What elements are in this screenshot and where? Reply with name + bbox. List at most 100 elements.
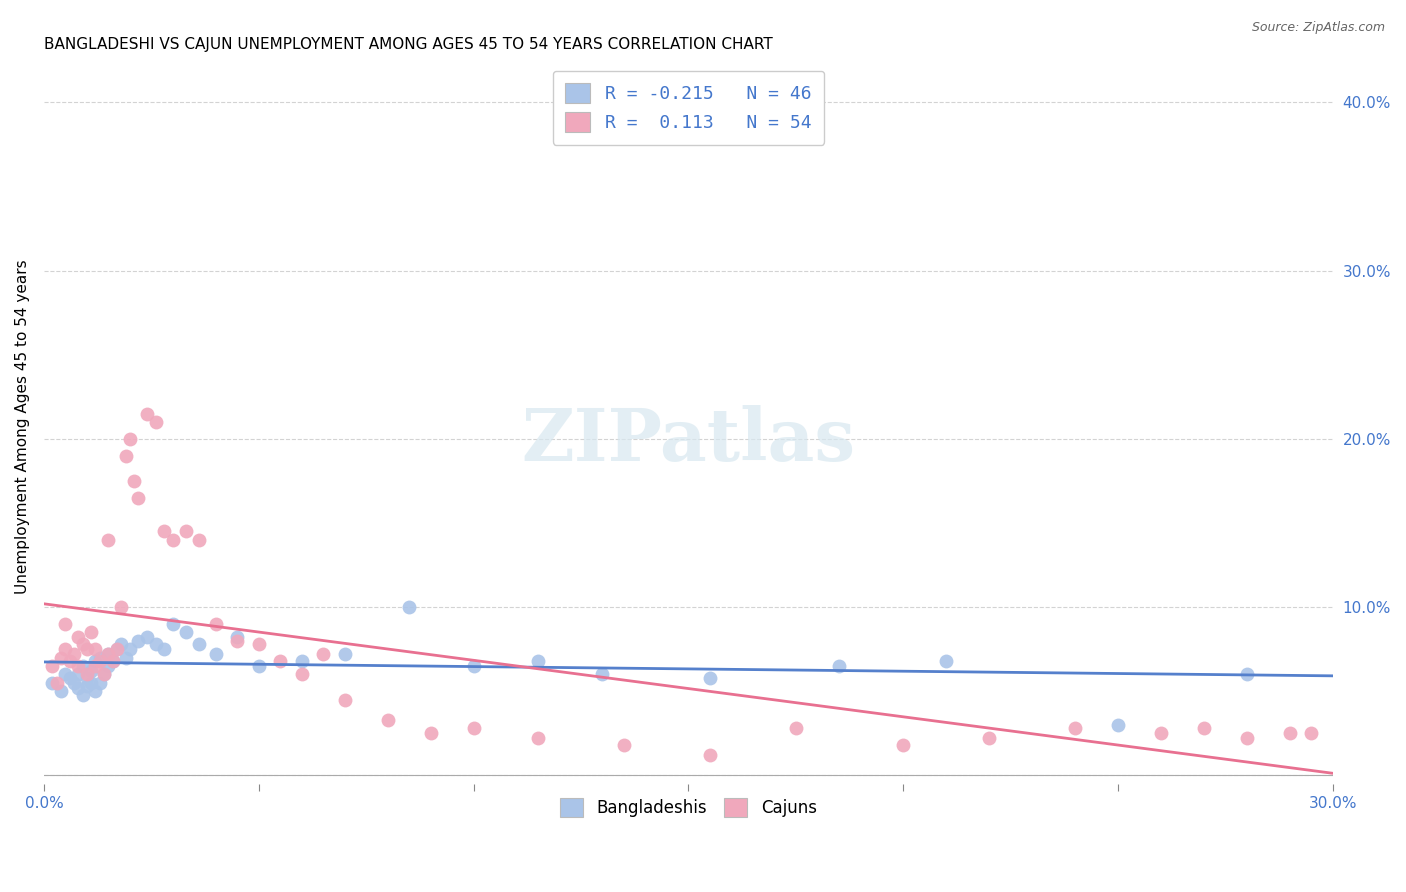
Point: [1150, 726, 1173, 740]
Point: [312, 647, 335, 661]
Point: [136, 631, 159, 645]
Point: [613, 738, 636, 752]
Point: [377, 713, 399, 727]
Point: [977, 731, 1000, 746]
Point: [1278, 726, 1301, 740]
Text: BANGLADESHI VS CAJUN UNEMPLOYMENT AMONG AGES 45 TO 54 YEARS CORRELATION CHART: BANGLADESHI VS CAJUN UNEMPLOYMENT AMONG …: [44, 37, 773, 53]
Point: [1236, 667, 1258, 681]
Point: [110, 600, 132, 615]
Point: [174, 524, 197, 539]
Point: [49, 650, 72, 665]
Point: [1192, 721, 1215, 735]
Point: [67, 681, 90, 695]
Point: [1236, 731, 1258, 746]
Point: [187, 533, 209, 547]
Point: [333, 692, 356, 706]
Point: [204, 616, 226, 631]
Point: [63, 675, 86, 690]
Point: [105, 642, 128, 657]
Point: [1301, 726, 1323, 740]
Point: [419, 726, 441, 740]
Point: [72, 688, 94, 702]
Point: [247, 659, 270, 673]
Point: [53, 667, 76, 681]
Point: [89, 675, 111, 690]
Point: [76, 642, 98, 657]
Point: [89, 650, 111, 665]
Point: [162, 616, 184, 631]
Point: [591, 667, 613, 681]
Point: [89, 654, 111, 668]
Point: [41, 675, 63, 690]
Point: [93, 667, 115, 681]
Point: [53, 642, 76, 657]
Point: [398, 600, 420, 615]
Point: [153, 524, 176, 539]
Point: [80, 675, 103, 690]
Text: ZIPatlas: ZIPatlas: [522, 405, 855, 476]
Point: [891, 738, 914, 752]
Point: [145, 415, 167, 429]
Point: [72, 659, 94, 673]
Point: [67, 659, 90, 673]
Point: [97, 659, 120, 673]
Point: [76, 671, 98, 685]
Point: [699, 748, 721, 763]
Point: [101, 654, 124, 668]
Point: [76, 667, 98, 681]
Point: [527, 654, 550, 668]
Point: [97, 647, 120, 661]
Point: [53, 616, 76, 631]
Point: [291, 654, 314, 668]
Point: [80, 664, 103, 678]
Point: [49, 684, 72, 698]
Point: [105, 642, 128, 657]
Text: Source: ZipAtlas.com: Source: ZipAtlas.com: [1251, 21, 1385, 34]
Point: [269, 654, 291, 668]
Point: [226, 633, 249, 648]
Point: [1064, 721, 1087, 735]
Point: [247, 637, 270, 651]
Point: [785, 721, 807, 735]
Point: [84, 642, 107, 657]
Point: [118, 642, 141, 657]
Point: [136, 407, 159, 421]
Point: [226, 631, 249, 645]
Point: [67, 667, 90, 681]
Point: [67, 631, 90, 645]
Legend: Bangladeshis, Cajuns: Bangladeshis, Cajuns: [551, 790, 825, 825]
Point: [935, 654, 957, 668]
Point: [463, 659, 485, 673]
Point: [45, 675, 67, 690]
Point: [72, 637, 94, 651]
Y-axis label: Unemployment Among Ages 45 to 54 years: Unemployment Among Ages 45 to 54 years: [15, 259, 30, 593]
Point: [93, 667, 115, 681]
Point: [463, 721, 485, 735]
Point: [118, 432, 141, 446]
Point: [59, 671, 82, 685]
Point: [84, 659, 107, 673]
Point: [122, 474, 145, 488]
Point: [114, 650, 136, 665]
Point: [127, 491, 149, 505]
Point: [333, 647, 356, 661]
Point: [97, 533, 120, 547]
Point: [828, 659, 851, 673]
Point: [127, 633, 149, 648]
Point: [59, 654, 82, 668]
Point: [97, 647, 120, 661]
Point: [41, 659, 63, 673]
Point: [76, 679, 98, 693]
Point: [80, 625, 103, 640]
Point: [699, 671, 721, 685]
Point: [145, 637, 167, 651]
Point: [1107, 718, 1129, 732]
Point: [174, 625, 197, 640]
Point: [162, 533, 184, 547]
Point: [110, 637, 132, 651]
Point: [527, 731, 550, 746]
Point: [84, 684, 107, 698]
Point: [101, 654, 124, 668]
Point: [63, 647, 86, 661]
Point: [187, 637, 209, 651]
